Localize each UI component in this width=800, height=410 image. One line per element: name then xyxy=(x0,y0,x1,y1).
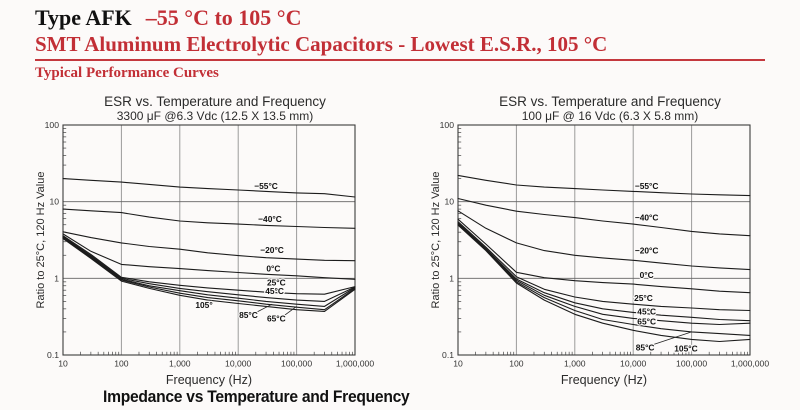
svg-text:0°C: 0°C xyxy=(640,270,654,280)
svg-text:10,000: 10,000 xyxy=(225,359,252,369)
chart-title: ESR vs. Temperature and Frequency xyxy=(499,94,721,109)
header: Type AFK –55 °C to 105 °C SMT Aluminum El… xyxy=(35,6,765,82)
chart-canvas-right: ESR vs. Temperature and Frequency 100 μF… xyxy=(430,94,770,387)
svg-text:10: 10 xyxy=(49,197,59,207)
chart-canvas-left: ESR vs. Temperature and Frequency 3300 μ… xyxy=(35,94,375,387)
svg-text:100: 100 xyxy=(45,120,60,130)
svg-text:10: 10 xyxy=(444,197,454,207)
svg-text:1: 1 xyxy=(54,273,59,283)
y-axis-label: Ratio to 25°C, 120 Hz Value xyxy=(430,172,442,309)
type-label: Type AFK xyxy=(35,5,132,30)
svg-text:45°C: 45°C xyxy=(637,306,656,316)
chart-subtitle: 3300 μF @6.3 Vdc (12.5 X 13.5 mm) xyxy=(117,109,314,123)
document-title: SMT Aluminum Electrolytic Capacitors - L… xyxy=(35,33,765,61)
chart-subtitle: 100 μF @ 16 Vdc (6.3 X 5.8 mm) xyxy=(522,109,699,123)
svg-text:−55°C: −55°C xyxy=(635,181,659,191)
svg-text:25°C: 25°C xyxy=(267,278,286,288)
svg-text:1,000,000: 1,000,000 xyxy=(731,359,769,369)
svg-text:10: 10 xyxy=(58,359,68,369)
svg-text:1,000: 1,000 xyxy=(169,359,191,369)
chart-esr-100uf: ESR vs. Temperature and Frequency 100 μF… xyxy=(428,93,780,395)
svg-text:105°C: 105°C xyxy=(674,343,697,353)
svg-text:−40°C: −40°C xyxy=(635,213,659,223)
next-section-caption: Impedance vs Temperature and Frequency xyxy=(103,387,410,406)
svg-text:100: 100 xyxy=(114,359,129,369)
svg-text:0°C: 0°C xyxy=(266,263,280,273)
svg-text:−20°C: −20°C xyxy=(635,246,659,256)
svg-text:85°C: 85°C xyxy=(636,343,655,353)
svg-text:65°C: 65°C xyxy=(267,313,286,323)
svg-text:85°C: 85°C xyxy=(239,310,258,320)
svg-text:65°C: 65°C xyxy=(637,316,656,326)
svg-text:100: 100 xyxy=(440,120,455,130)
chart-title: ESR vs. Temperature and Frequency xyxy=(104,94,326,109)
x-axis-label: Frequency (Hz) xyxy=(561,373,647,387)
chart-esr-3300uf: ESR vs. Temperature and Frequency 3300 μ… xyxy=(33,93,385,395)
plot-area: 10 100 1,000 10,000 100,000 1,000,000 100 10 1 0.… xyxy=(440,120,770,369)
svg-text:0.1: 0.1 xyxy=(47,350,59,360)
svg-text:1,000: 1,000 xyxy=(564,359,586,369)
svg-text:1,000,000: 1,000,000 xyxy=(336,359,374,369)
header-line-1: Type AFK –55 °C to 105 °C xyxy=(35,6,765,30)
svg-text:10,000: 10,000 xyxy=(620,359,647,369)
svg-text:105°: 105° xyxy=(195,300,212,310)
svg-text:0.1: 0.1 xyxy=(442,350,454,360)
svg-text:100: 100 xyxy=(509,359,524,369)
svg-text:100,000: 100,000 xyxy=(676,359,707,369)
plot-area: 10 100 1,000 10,000 100,000 1,000,000 100 10 1 0.… xyxy=(45,120,375,369)
x-axis-label: Frequency (Hz) xyxy=(166,373,252,387)
svg-text:−55°C: −55°C xyxy=(254,181,278,191)
svg-text:1: 1 xyxy=(449,273,454,283)
section-title: Typical Performance Curves xyxy=(35,65,219,81)
svg-text:−40°C: −40°C xyxy=(258,214,282,224)
svg-text:25°C: 25°C xyxy=(634,293,653,303)
y-axis-label: Ratio to 25°C, 120 Hz Value xyxy=(35,172,47,309)
svg-text:−20°C: −20°C xyxy=(260,245,284,255)
svg-text:45°C: 45°C xyxy=(265,286,284,296)
svg-text:100,000: 100,000 xyxy=(281,359,312,369)
temp-range-label: –55 °C to 105 °C xyxy=(145,5,302,30)
svg-text:10: 10 xyxy=(453,359,463,369)
